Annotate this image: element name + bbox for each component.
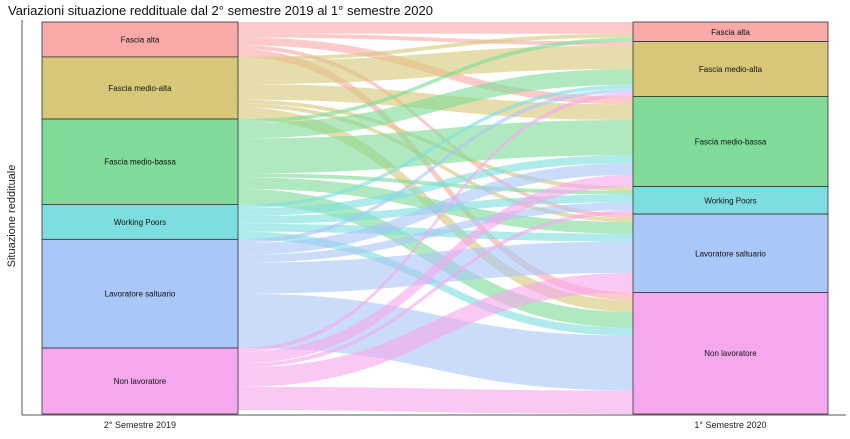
left-node-fascia-medio-bassa — [41, 118, 239, 205]
x-tick-label-left: 2° Semestre 2019 — [104, 420, 176, 430]
left-node-label-lavoratore-saltuario: Lavoratore saltuario — [105, 290, 176, 299]
flow-non-lavoratore-to-fascia-medio-bassa — [238, 174, 633, 364]
left-node-fascia-alta — [41, 21, 239, 58]
left-node-lavoratore-saltuario — [41, 238, 239, 349]
flow-fascia-medio-bassa-to-fascia-medio-alta — [238, 69, 633, 139]
right-node-label-non-lavoratore: Non lavoratore — [704, 349, 757, 358]
flow-lavoratore-saltuario-to-working-poors — [238, 202, 633, 263]
flow-lavoratore-saltuario-to-fascia-medio-alta — [238, 88, 633, 244]
flow-lavoratore-saltuario-to-non-lavoratore — [238, 293, 633, 391]
x-tick-label-right: 1° Semestre 2020 — [694, 420, 766, 430]
left-node-label-fascia-medio-alta: Fascia medio-alta — [108, 84, 172, 93]
right-node-fascia-medio-alta — [632, 41, 829, 97]
right-node-label-working-poors: Working Poors — [704, 196, 756, 205]
ticks-layer: 2° Semestre 2019 1° Semestre 2020 — [104, 420, 767, 430]
right-node-non-lavoratore — [632, 292, 829, 415]
flow-fascia-alta-to-non-lavoratore — [238, 49, 633, 301]
right-node-lavoratore-saltuario — [632, 213, 829, 293]
flow-fascia-alta-to-fascia-alta — [238, 22, 633, 34]
left-node-working-poors — [41, 204, 239, 240]
flow-fascia-medio-alta-to-fascia-alta — [238, 33, 633, 61]
chart-title: Variazioni situazione reddituale dal 2° … — [8, 3, 433, 18]
right-node-working-poors — [632, 186, 829, 215]
flow-fascia-medio-alta-to-fascia-medio-alta — [238, 45, 633, 85]
flow-lavoratore-saltuario-to-fascia-medio-bassa — [238, 163, 633, 255]
right-node-fascia-medio-bassa — [632, 96, 829, 188]
right-node-label-fascia-medio-bassa: Fascia medio-bassa — [695, 138, 767, 147]
left-node-label-fascia-medio-bassa: Fascia medio-bassa — [104, 158, 176, 167]
nodes-layer: Fascia alta Fascia medio-alta Fascia medio… — [41, 21, 829, 415]
left-node-non-lavoratore — [41, 347, 239, 415]
flows-layer — [238, 22, 633, 414]
flow-fascia-medio-bassa-to-fascia-alta — [238, 37, 633, 123]
flow-non-lavoratore-to-lavoratore-saltuario — [238, 272, 633, 387]
flow-non-lavoratore-to-fascia-medio-alta — [238, 92, 633, 352]
left-node-label-non-lavoratore: Non lavoratore — [114, 377, 167, 386]
right-node-label-lavoratore-saltuario: Lavoratore saltuario — [695, 249, 766, 258]
right-node-label-fascia-medio-alta: Fascia medio-alta — [699, 65, 763, 74]
flow-non-lavoratore-to-working-poors — [238, 210, 633, 368]
flow-fascia-alta-to-fascia-medio-alta — [238, 33, 633, 46]
left-node-label-fascia-alta: Fascia alta — [121, 35, 160, 44]
flow-working-poors-to-fascia-medio-bassa — [238, 155, 633, 217]
flow-working-poors-to-non-lavoratore — [238, 231, 633, 336]
right-node-label-fascia-alta: Fascia alta — [711, 28, 750, 37]
flow-working-poors-to-fascia-medio-alta — [238, 84, 633, 209]
flow-non-lavoratore-to-non-lavoratore — [238, 386, 633, 414]
left-node-label-working-poors: Working Poors — [114, 218, 166, 227]
